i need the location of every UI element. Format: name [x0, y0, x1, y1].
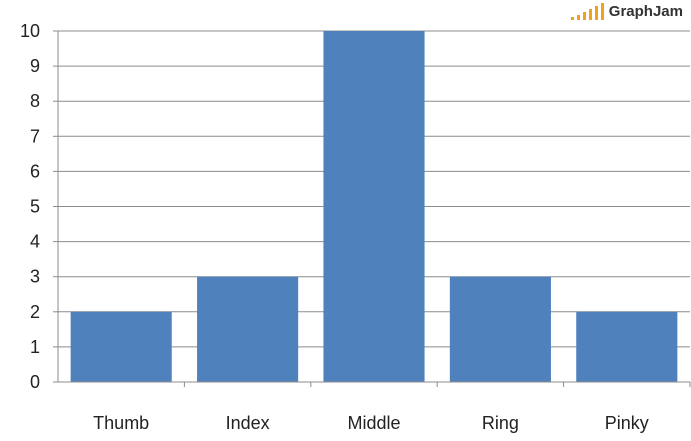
bar-thumb	[70, 311, 172, 382]
y-tick-label-7: 7	[30, 126, 40, 146]
y-tick-label-10: 10	[20, 21, 40, 41]
axes	[53, 30, 691, 387]
y-tick-label-9: 9	[30, 56, 40, 76]
y-tick-label-2: 2	[30, 302, 40, 322]
y-tick-label-5: 5	[30, 197, 40, 217]
x-category-label-thumb: Thumb	[93, 413, 149, 433]
bar-index	[197, 276, 299, 382]
bars	[70, 31, 678, 382]
x-category-label-pinky: Pinky	[605, 413, 649, 433]
y-tick-label-0: 0	[30, 372, 40, 392]
y-tick-label-6: 6	[30, 161, 40, 181]
y-tick-label-3: 3	[30, 267, 40, 287]
y-tick-label-1: 1	[30, 337, 40, 357]
x-category-label-middle: Middle	[347, 413, 400, 433]
bar-middle	[323, 31, 425, 382]
ascending-bars-icon	[570, 2, 604, 20]
graphjam-logo: GraphJam	[570, 2, 683, 20]
bar-pinky	[576, 311, 678, 382]
x-category-label-ring: Ring	[482, 413, 519, 433]
y-tick-label-4: 4	[30, 232, 40, 252]
y-tick-label-8: 8	[30, 91, 40, 111]
x-category-labels: Thumb Index Middle Ring Pinky	[93, 413, 649, 433]
brand-name: GraphJam	[608, 2, 683, 20]
y-tick-labels: 0 1 2 3 4 5 6 7 8 9 10	[20, 21, 40, 392]
bar-ring	[449, 276, 551, 382]
x-category-label-index: Index	[226, 413, 270, 433]
